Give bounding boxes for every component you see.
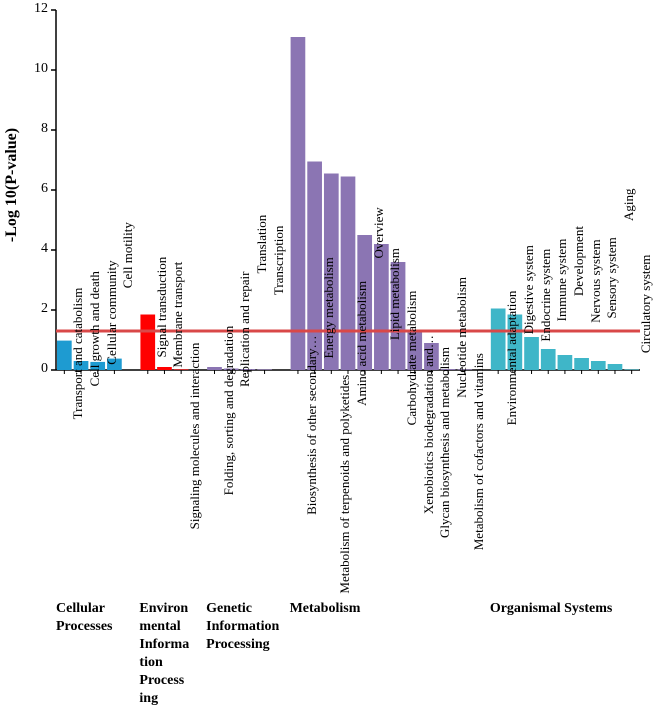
y-tick-label: 4 [0,241,48,257]
bar-label: Xenobiotics biodegradation and… [421,156,437,376]
bar-label: Environmental adaptation [504,156,520,376]
bar-label: Replication and repair [237,156,253,376]
bar-label: Development [571,156,587,376]
group-label: Metabolism [290,600,361,618]
bar-label: Circulatory system [638,156,654,376]
bar-label: Carbohydrate metabolism [404,156,420,376]
bar-label: Transcription [271,156,287,376]
y-tick-label: 0 [0,361,48,377]
bar-label: Translation [254,156,270,376]
bar-label: Nucleotide metabolism [454,156,470,376]
bar-label: Digestive system [521,156,537,376]
bar-label: Immune system [554,156,570,376]
y-tick-label: 2 [0,301,48,317]
y-tick-label: 8 [0,121,48,137]
bar-label: Glycan biosynthesis and metabolism [437,156,453,376]
bar-label: Metabolism of terpenoids and polyketides [337,156,353,376]
group-label: Organismal Systems [490,600,613,618]
group-label: GeneticInformationProcessing [206,600,279,654]
bar-label: Metabolism of cofactors and vitamins [471,156,487,376]
bar-label: Nervous system [588,156,604,376]
bar-label: Cell motility [120,156,136,376]
bar-label: Cellular community [104,156,120,376]
bar-label: Signal transduction [154,156,170,376]
y-tick-label: 6 [0,181,48,197]
bar-label: Folding, sorting and degradation [221,156,237,376]
bar-label: Aging [621,156,637,376]
bar-label: Endocrine system [538,156,554,376]
bar-label: Lipid metabolism [387,156,403,376]
y-tick-label: 12 [0,1,48,17]
bar-label: Cell growth and death [87,156,103,376]
bar-label: Amino acid metabolism [354,156,370,376]
bar-label: Signaling molecules and interaction [187,156,203,376]
enrichment-bar-chart: -Log 10(P-value) 024681012Transport and … [0,0,666,715]
group-label: EnvironmentalInformationProcessing [139,600,189,708]
bar-label: Energy metabolism [321,156,337,376]
bar-label: Biosynthesis of other secondary… [304,156,320,376]
group-label: CellularProcesses [56,600,113,636]
bar-label: Sensory system [604,156,620,376]
y-tick-label: 10 [0,61,48,77]
bar-label: Transport and catabolism [70,156,86,376]
bar-label: Membrane transport [170,156,186,376]
bar-label: Overview [371,156,387,376]
